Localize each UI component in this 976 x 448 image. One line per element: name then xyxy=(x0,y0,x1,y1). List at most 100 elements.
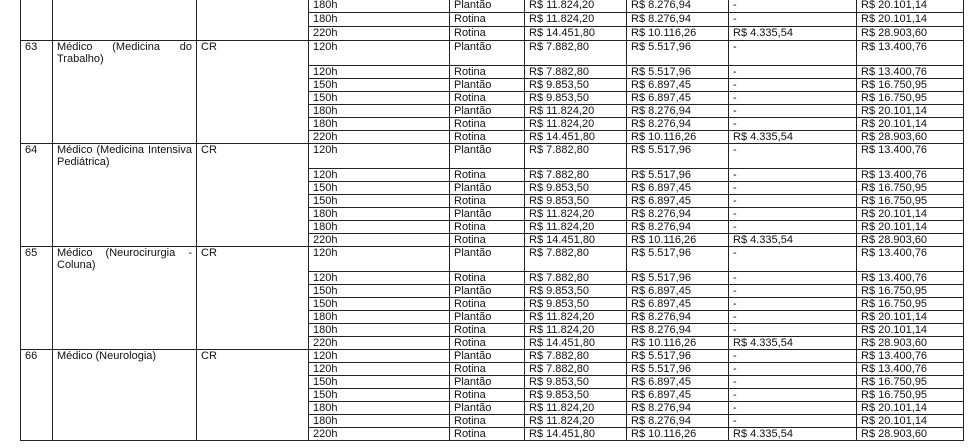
total-cell: R$ 16.750,95 xyxy=(856,375,964,389)
table-row: 220h Rotina R$ 14.451,80 R$ 10.116,26 R$ 4.3… xyxy=(21,427,964,441)
total-cell: R$ 16.750,95 xyxy=(856,91,964,105)
hours-cell: 220h xyxy=(308,233,450,247)
total-cell: R$ 13.400,76 xyxy=(856,362,964,376)
table-row: 120h Rotina R$ 7.882,80 R$ 5.517,96- R$ 13.4… xyxy=(21,362,964,376)
complement-cell: R$ 6.897,45 xyxy=(626,194,729,208)
total-cell: R$ 13.400,76 xyxy=(856,349,964,363)
complement-cell: R$ 8.276,94 xyxy=(626,104,729,118)
table-row: 64 Médico (Medicina Intensiva Pediátrica)… xyxy=(20,143,964,247)
total-cell: R$ 13.400,76 xyxy=(856,65,964,79)
hours-cell: 180h xyxy=(308,414,450,428)
regime-cell: Plantão xyxy=(449,40,525,66)
regime-cell: Rotina xyxy=(449,297,525,311)
regime-cell: Plantão xyxy=(449,207,525,221)
salary-table: 180h Plantão R$ 11.824,20 R$ 8.276,94- R$ 20… xyxy=(20,0,964,441)
total-cell: R$ 16.750,95 xyxy=(856,284,964,298)
hours-cell: 180h xyxy=(308,104,450,118)
bonus-cell: - xyxy=(728,375,857,389)
bonus-cell: - xyxy=(728,65,857,79)
complement-cell: R$ 6.897,45 xyxy=(626,388,729,402)
total-cell: R$ 28.903,60 xyxy=(856,233,964,247)
hours-cell: 120h xyxy=(308,271,450,285)
base-salary-cell: R$ 11.824,20 xyxy=(524,104,627,118)
total-cell: R$ 16.750,95 xyxy=(856,78,964,92)
base-salary-cell: R$ 11.824,20 xyxy=(524,220,627,234)
total-cell: R$ 13.400,76 xyxy=(856,246,964,272)
base-salary-cell: R$ 7.882,80 xyxy=(524,362,627,376)
base-salary-cell: R$ 9.853,50 xyxy=(524,181,627,195)
hours-cell: 220h xyxy=(308,336,450,350)
hours-cell: 120h xyxy=(308,168,450,182)
regime-cell: Plantão xyxy=(449,246,525,272)
hours-cell: 180h xyxy=(308,401,450,415)
hours-cell: 180h xyxy=(308,220,450,234)
total-cell: R$ 20.101,14 xyxy=(856,12,964,27)
total-cell: R$ 28.903,60 xyxy=(856,336,964,350)
complement-cell: R$ 6.897,45 xyxy=(626,284,729,298)
bonus-cell: - xyxy=(728,78,857,92)
base-salary-cell: R$ 11.824,20 xyxy=(524,323,627,337)
table-body: 180h Plantão R$ 11.824,20 R$ 8.276,94- R$ 20… xyxy=(20,0,964,441)
job-title: Médico (Neurologia) xyxy=(52,349,197,441)
complement-cell: R$ 8.276,94 xyxy=(626,414,729,428)
base-salary-cell: R$ 9.853,50 xyxy=(524,91,627,105)
complement-cell: R$ 5.517,96 xyxy=(626,349,729,363)
regime-cell: Rotina xyxy=(449,168,525,182)
base-salary-cell: R$ 7.882,80 xyxy=(524,143,627,169)
complement-cell: R$ 5.517,96 xyxy=(626,271,729,285)
complement-cell: R$ 10.116,26 xyxy=(626,427,729,441)
base-salary-cell: R$ 11.824,20 xyxy=(524,310,627,324)
total-cell: R$ 13.400,76 xyxy=(856,40,964,66)
bonus-cell: - xyxy=(728,117,857,131)
base-salary-cell: R$ 7.882,80 xyxy=(524,246,627,272)
table-row: 66 Médico (Neurologia) CR 120h Plantão R$ 7.8… xyxy=(20,349,964,441)
regime-cell: Plantão xyxy=(449,401,525,415)
base-salary-cell: R$ 7.882,80 xyxy=(524,168,627,182)
complement-cell: R$ 5.517,96 xyxy=(626,40,729,66)
complement-cell: R$ 8.276,94 xyxy=(626,401,729,415)
regime-cell: Rotina xyxy=(449,414,525,428)
bonus-cell: - xyxy=(728,310,857,324)
table-row: 180h Rotina R$ 11.824,20 R$ 8.276,94- R$ 20.… xyxy=(21,117,964,131)
total-cell: R$ 28.903,60 xyxy=(856,427,964,441)
base-salary-cell: R$ 11.824,20 xyxy=(524,207,627,221)
total-cell: R$ 20.101,14 xyxy=(856,220,964,234)
regime-cell: Rotina xyxy=(449,362,525,376)
table-row: 150h Plantão R$ 9.853,50 R$ 6.897,45- R$ 16.… xyxy=(21,284,964,298)
complement-cell: R$ 8.276,94 xyxy=(626,323,729,337)
base-salary-cell: R$ 9.853,50 xyxy=(524,375,627,389)
total-cell: R$ 20.101,14 xyxy=(856,117,964,131)
job-number: 66 xyxy=(20,349,53,441)
hours-cell: 150h xyxy=(308,78,450,92)
total-cell: R$ 20.101,14 xyxy=(856,207,964,221)
regime-cell: Rotina xyxy=(449,117,525,131)
bonus-cell: - xyxy=(728,323,857,337)
hours-cell: 180h xyxy=(308,117,450,131)
hours-cell: 150h xyxy=(308,297,450,311)
job-number xyxy=(20,0,53,41)
regime-cell: Plantão xyxy=(449,143,525,169)
bonus-cell: - xyxy=(728,104,857,118)
total-cell: R$ 20.101,14 xyxy=(856,401,964,415)
total-cell: R$ 20.101,14 xyxy=(856,0,964,13)
hours-cell: 120h xyxy=(308,143,450,169)
base-salary-cell: R$ 9.853,50 xyxy=(524,194,627,208)
hours-cell: 180h xyxy=(308,323,450,337)
table-row: 150h Rotina R$ 9.853,50 R$ 6.897,45- R$ 16.7… xyxy=(21,388,964,402)
bonus-cell: - xyxy=(728,207,857,221)
bonus-cell: R$ 4.335,54 xyxy=(728,233,857,247)
bonus-cell: - xyxy=(728,246,857,272)
bonus-cell: - xyxy=(728,143,857,169)
hours-cell: 180h xyxy=(308,12,450,27)
base-salary-cell: R$ 14.451,80 xyxy=(524,233,627,247)
complement-cell: R$ 6.897,45 xyxy=(626,91,729,105)
bonus-cell: - xyxy=(728,349,857,363)
complement-cell: R$ 6.897,45 xyxy=(626,297,729,311)
table-row: 65 Médico (Neurocirurgia - Coluna) CR 120h P… xyxy=(20,246,964,350)
hours-cell: 120h xyxy=(308,65,450,79)
bonus-cell: - xyxy=(728,220,857,234)
complement-cell: R$ 10.116,26 xyxy=(626,130,729,144)
bonus-cell: - xyxy=(728,362,857,376)
table-row: 180h Rotina R$ 11.824,20 R$ 8.276,94- R$ 20.… xyxy=(21,414,964,428)
complement-cell: R$ 8.276,94 xyxy=(626,0,729,13)
